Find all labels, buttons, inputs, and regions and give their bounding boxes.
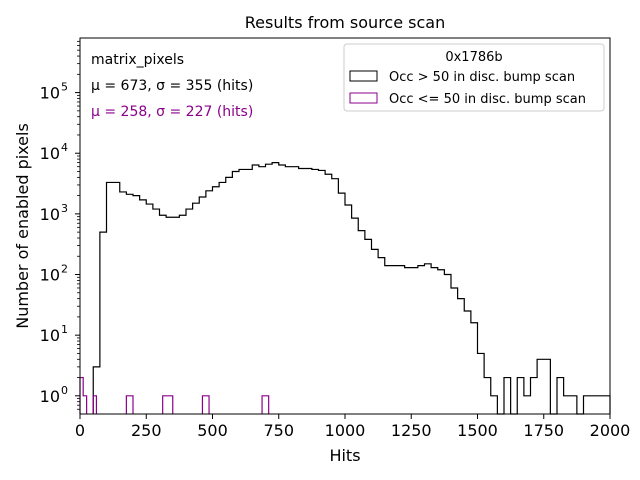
y-tick-label: 10 <box>40 326 60 345</box>
x-tick-label: 250 <box>131 421 162 440</box>
x-ticks: 0 250 500 750 1000 1250 1500 1750 2000 <box>75 414 630 440</box>
y-tick-exponent: 2 <box>61 263 68 276</box>
legend-swatch-black <box>349 70 378 82</box>
y-tick-label: 10 <box>40 266 60 285</box>
legend-swatch-purple <box>349 92 378 104</box>
stats-low: μ = 258, σ = 227 (hits) <box>91 104 253 120</box>
x-tick-label: 0 <box>75 421 85 440</box>
y-tick-exponent: 5 <box>61 81 68 94</box>
x-tick-label: 2000 <box>590 421 631 440</box>
legend: 0x1786b Occ > 50 in disc. bump scan Occ … <box>343 43 605 112</box>
y-tick-label: 10 <box>40 84 60 103</box>
y-tick-label: 10 <box>40 144 60 163</box>
x-tick-label: 1250 <box>391 421 432 440</box>
x-axis-label: Hits <box>329 446 360 465</box>
histogram-steps <box>92 395 98 414</box>
histogram-steps <box>125 395 134 414</box>
plot-frame <box>79 37 611 415</box>
histogram-steps <box>201 395 210 414</box>
histogram-steps <box>162 395 174 414</box>
y-tick-label: 10 <box>40 387 60 406</box>
x-tick-label: 750 <box>263 421 294 440</box>
y-tick-exponent: 1 <box>61 323 68 336</box>
y-tick-exponent: 3 <box>61 202 68 215</box>
y-tick-exponent: 4 <box>61 141 68 154</box>
histogram-steps <box>261 395 270 414</box>
legend-entry-gt-50: Occ > 50 in disc. bump scan <box>389 70 575 85</box>
legend-entry-le-50: Occ <= 50 in disc. bump scan <box>389 92 586 107</box>
x-tick-label: 1000 <box>325 421 366 440</box>
chart-title: Results from source scan <box>245 13 445 32</box>
y-axis-label: Number of enabled pixels <box>13 123 32 329</box>
dataset-label: matrix_pixels <box>91 52 184 68</box>
x-tick-label: 1500 <box>457 421 498 440</box>
stats-main: μ = 673, σ = 355 (hits) <box>91 78 253 94</box>
x-tick-label: 500 <box>197 421 228 440</box>
legend-box <box>343 43 605 112</box>
legend-title: 0x1786b <box>445 50 502 65</box>
y-tick-label: 10 <box>40 205 60 224</box>
x-tick-label: 1750 <box>523 421 564 440</box>
y-tick-exponent: 0 <box>61 384 68 397</box>
